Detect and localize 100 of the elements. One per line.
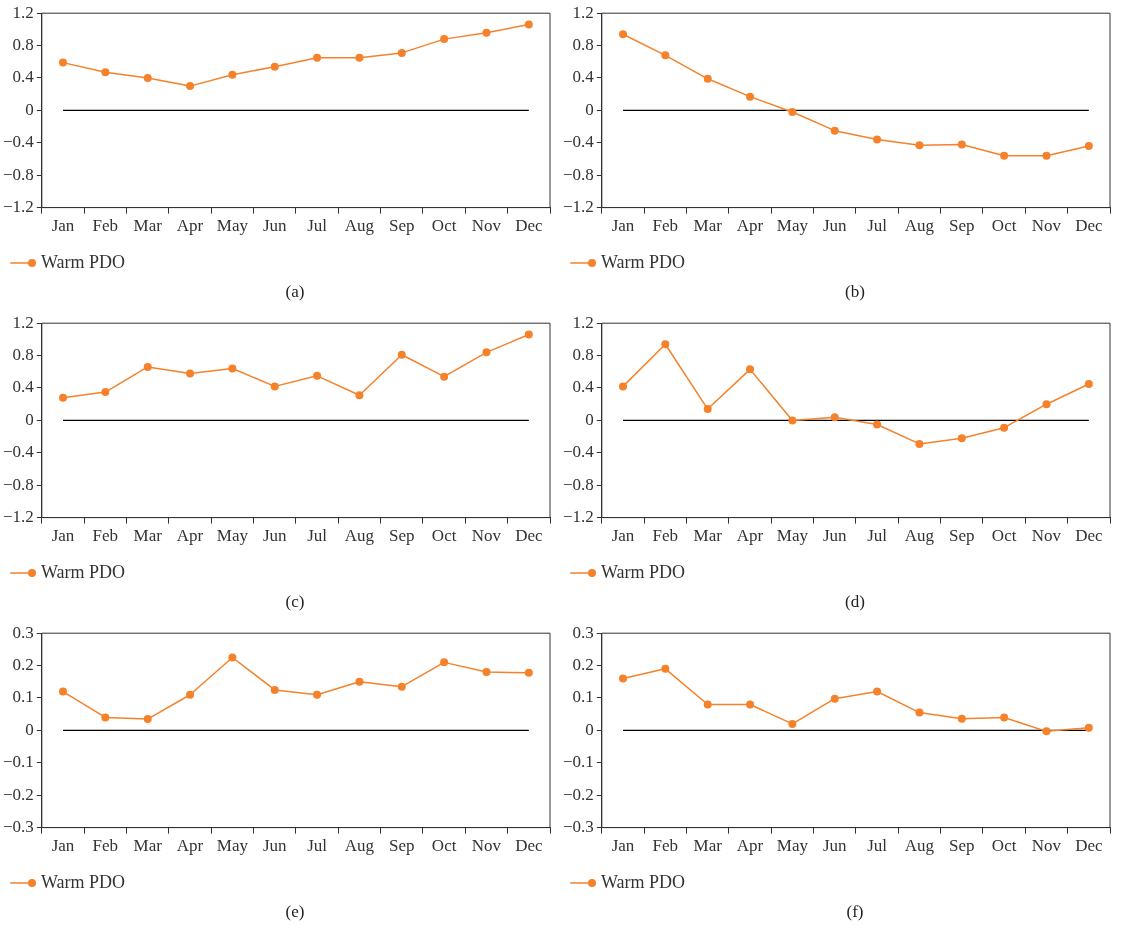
x-tick-label: Sep	[949, 216, 975, 236]
x-tick-label: Apr	[176, 836, 204, 856]
text: (a)	[284, 282, 306, 302]
y-tick-label: −0.8	[562, 164, 594, 184]
x-tick-label: Dec	[1075, 836, 1103, 856]
x-tick-label: Apr	[736, 836, 764, 856]
legend-label: Warm PDO	[601, 871, 686, 892]
point	[397, 48, 406, 57]
x-tick-label: Oct	[431, 526, 457, 546]
x-tick-label: Jul	[867, 526, 888, 546]
y-tick-label: 0.2	[12, 655, 34, 675]
y-tick-label: −0.4	[562, 442, 595, 462]
point	[1084, 142, 1093, 151]
x-tick-label: Jun	[262, 836, 288, 856]
legend-label: Warm PDO	[601, 561, 686, 582]
y-tick-label: −0.3	[562, 817, 594, 837]
point	[1000, 423, 1009, 432]
point	[143, 715, 152, 724]
x-tick-label: Jul	[867, 836, 888, 856]
x-tick-label: Apr	[176, 216, 204, 236]
point	[1000, 151, 1009, 160]
point	[746, 92, 755, 101]
x-tick-label: Nov	[1031, 526, 1062, 546]
x-tick-label: Feb	[652, 526, 679, 546]
point	[524, 668, 533, 677]
point	[915, 141, 924, 150]
x-tick-label: Jun	[822, 216, 848, 236]
point	[830, 694, 839, 703]
point	[440, 35, 449, 44]
x-tick-label: Dec	[1075, 216, 1103, 236]
x-tick-label: Aug	[904, 526, 935, 546]
point	[1084, 723, 1093, 732]
point	[703, 405, 712, 414]
point	[397, 682, 406, 691]
point	[619, 30, 628, 39]
x-tick-label: Oct	[991, 216, 1017, 236]
x-tick-label: Apr	[736, 216, 764, 236]
point	[186, 369, 195, 378]
x-tick-label: May	[216, 526, 249, 546]
legend-label: Warm PDO	[41, 871, 126, 892]
x-tick-label: Oct	[431, 836, 457, 856]
x-tick-label: Oct	[991, 526, 1017, 546]
point	[186, 82, 195, 91]
point	[1084, 379, 1093, 388]
x-tick-label: Mar	[693, 836, 723, 856]
text: (d)	[844, 592, 866, 612]
x-tick-label: Aug	[344, 836, 375, 856]
x-tick-label: Nov	[471, 836, 502, 856]
point	[143, 362, 152, 371]
point	[788, 416, 797, 425]
point	[703, 700, 712, 709]
y-tick-label: −0.1	[562, 752, 594, 772]
x-tick-label: Dec	[515, 216, 543, 236]
point	[228, 653, 237, 662]
x-tick-label: Feb	[92, 526, 119, 546]
point	[830, 413, 839, 422]
x-tick-label: Dec	[515, 836, 543, 856]
text: (e)	[284, 902, 306, 922]
x-tick-label: Mar	[693, 216, 723, 236]
y-tick-label: −0.8	[562, 474, 594, 494]
y-tick-label: −1.2	[2, 197, 34, 217]
point	[957, 714, 966, 723]
point	[313, 690, 322, 699]
point	[313, 371, 322, 380]
x-tick-label: Feb	[652, 836, 679, 856]
x-tick-label: Aug	[344, 216, 375, 236]
x-tick-label: Feb	[92, 216, 119, 236]
x-tick-label: Jun	[822, 836, 848, 856]
point	[59, 687, 68, 696]
x-tick-label: Aug	[344, 526, 375, 546]
x-tick-label: Oct	[431, 216, 457, 236]
legend-label: Warm PDO	[41, 251, 126, 272]
point	[661, 51, 670, 60]
point	[915, 439, 924, 448]
point	[788, 108, 797, 117]
x-tick-label: Feb	[652, 216, 679, 236]
point	[1000, 713, 1009, 722]
x-tick-label: Sep	[389, 836, 415, 856]
point	[1042, 727, 1051, 736]
x-tick-label: Nov	[471, 216, 502, 236]
y-tick-label: 0	[585, 719, 594, 739]
point	[788, 719, 797, 728]
x-tick-label: Jan	[611, 216, 635, 236]
point	[915, 708, 924, 717]
point	[355, 677, 364, 686]
point	[830, 126, 839, 135]
point	[703, 74, 712, 83]
point	[440, 372, 449, 381]
point	[313, 53, 322, 62]
x-tick-label: Mar	[693, 526, 723, 546]
point	[661, 340, 670, 349]
x-tick-label: Mar	[133, 216, 163, 236]
x-tick-label: Sep	[949, 836, 975, 856]
x-tick-label: Feb	[92, 836, 119, 856]
point	[186, 690, 195, 699]
y-tick-label: 0.4	[12, 377, 35, 397]
y-tick-label: −1.2	[562, 197, 594, 217]
point	[355, 53, 364, 62]
x-tick-label: Mar	[133, 526, 163, 546]
y-tick-label: 0.4	[572, 377, 595, 397]
